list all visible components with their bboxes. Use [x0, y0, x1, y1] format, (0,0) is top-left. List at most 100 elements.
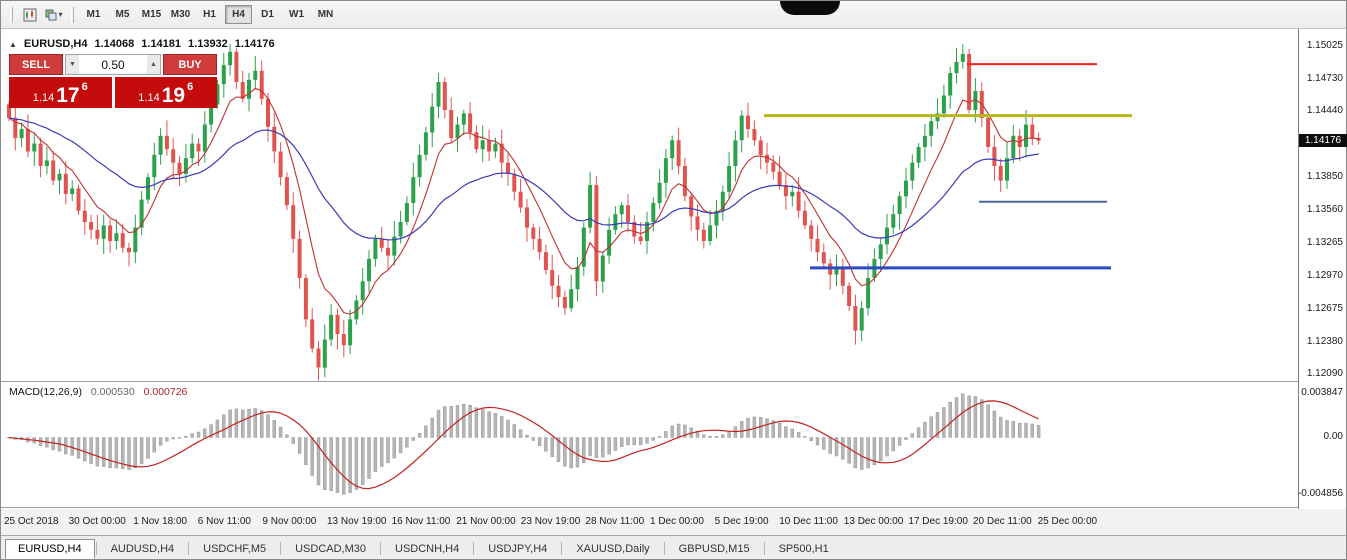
- ma-slow-line: [8, 117, 1039, 241]
- macd-histogram: [7, 393, 1041, 495]
- price-axis-label: 1.12675: [1306, 302, 1343, 314]
- toolbar: ▾ M1 M5 M15 M30 H1 H4 D1 W1 MN: [1, 1, 1346, 29]
- price-axis-label: 1.13265: [1306, 236, 1343, 248]
- macd-axis-label: -0.004856: [1297, 487, 1343, 499]
- time-axis-label: 13 Nov 19:00: [327, 516, 387, 527]
- time-axis-label: 30 Oct 00:00: [68, 516, 126, 527]
- chart-tab-audusd-h4[interactable]: AUDUSD,H4: [110, 543, 175, 555]
- time-axis-label: 28 Nov 11:00: [585, 516, 645, 527]
- tab-divider: [380, 542, 382, 555]
- time-axis-label: 5 Dec 19:00: [714, 516, 769, 527]
- buy-button[interactable]: BUY: [163, 54, 217, 75]
- macd-signal-value: 0.000726: [143, 386, 188, 398]
- symbol-label: EURUSD,H4: [23, 38, 88, 50]
- chart-tab-usdcad-m30[interactable]: USDCAD,M30: [295, 543, 367, 555]
- bid-price-prefix: 1.14: [32, 92, 55, 104]
- timeframe-button-m15[interactable]: M15: [138, 5, 165, 24]
- time-axis-label: 6 Nov 11:00: [197, 516, 251, 527]
- price-axis-label: 1.14730: [1306, 72, 1343, 84]
- candles-group: [7, 43, 1041, 381]
- ask-price-prefix: 1.14: [138, 92, 160, 104]
- volume-stepper: ▼ ▲: [65, 54, 161, 75]
- price-macd-divider[interactable]: [1, 381, 1346, 382]
- timeframe-button-m30[interactable]: M30: [167, 5, 194, 24]
- volume-input[interactable]: [79, 55, 147, 74]
- one-click-trading-panel: SELL ▼ ▲ BUY 1.14 17 6 1.14: [9, 54, 217, 108]
- chart-tab-usdjpy-h4[interactable]: USDJPY,H4: [488, 543, 548, 555]
- current-price-tag: 1.14176: [1299, 133, 1347, 147]
- ma-fast-line: [8, 87, 1039, 315]
- chevron-down-icon: ▾: [58, 10, 63, 19]
- ohlc-low: 1.13932: [188, 38, 228, 50]
- timeframe-button-h4[interactable]: H4: [225, 5, 252, 24]
- macd-name: MACD(12,26,9): [9, 386, 82, 398]
- one-click-collapse-icon[interactable]: ▲: [9, 39, 17, 49]
- price-chart-canvas[interactable]: [1, 35, 1298, 381]
- chart-tab-bar: EURUSD,H4 AUDUSD,H4 USDCHF,M5 USDCAD,M30 USD…: [1, 535, 1346, 559]
- chart-tab-usdchf-m5[interactable]: USDCHF,M5: [203, 543, 267, 555]
- macd-indicator-label: MACD(12,26,9) 0.000530 0.000726: [9, 386, 187, 398]
- price-axis-label: 1.13850: [1306, 171, 1343, 183]
- tab-divider: [95, 542, 97, 555]
- price-axis-column[interactable]: 1.150251.147301.144401.141451.138501.135…: [1297, 29, 1347, 509]
- bid-price-display[interactable]: 1.14 17 6: [9, 77, 112, 108]
- candlestick-glyph: [23, 8, 37, 21]
- timeframe-button-m5[interactable]: M5: [109, 5, 136, 24]
- toolbar-grip[interactable]: [71, 6, 74, 23]
- time-axis-label: 23 Nov 19:00: [520, 516, 581, 527]
- macd-axis-label: 0.003847: [1301, 386, 1343, 398]
- volume-decrease-icon[interactable]: ▼: [66, 55, 79, 74]
- price-axis-label: 1.14440: [1306, 105, 1343, 117]
- bid-price-sup: 6: [81, 81, 88, 93]
- time-axis[interactable]: 25 Oct 2018 30 Oct 00:00 1 Nov 18:00 6 Nov …: [1, 509, 1346, 535]
- time-axis-label: 25 Dec 00:00: [1037, 516, 1098, 527]
- ask-price-sup: 6: [187, 81, 194, 93]
- time-axis-label: 10 Dec 11:00: [779, 516, 838, 527]
- macd-chart-canvas[interactable]: [1, 383, 1298, 507]
- time-axis-label: 9 Nov 00:00: [262, 516, 317, 527]
- time-axis-label: 25 Oct 2018: [4, 516, 59, 527]
- macd-signal-line: [8, 400, 1039, 490]
- chart-templates-dropdown[interactable]: ▾: [42, 5, 66, 25]
- macd-axis-label: 0.00: [1323, 431, 1343, 443]
- bid-price-big: 17: [56, 84, 80, 107]
- timeframe-button-mn[interactable]: MN: [312, 5, 339, 24]
- toolbar-grip[interactable]: [10, 6, 13, 23]
- macd-panel[interactable]: MACD(12,26,9) 0.000530 0.000726: [1, 383, 1298, 507]
- tab-divider: [473, 542, 475, 555]
- ask-price-big: 19: [161, 84, 186, 107]
- time-axis-label: 13 Dec 00:00: [843, 516, 904, 527]
- chart-tab-xauusd-daily[interactable]: XAUUSD,Daily: [576, 543, 650, 555]
- symbol-ohlc-line: ▲ EURUSD,H4 1.14068 1.14181 1.13932 1.14…: [9, 38, 275, 50]
- price-panel[interactable]: ▲ EURUSD,H4 1.14068 1.14181 1.13932 1.14…: [1, 35, 1298, 381]
- time-axis-label: 20 Dec 11:00: [973, 516, 1032, 527]
- ohlc-close: 1.14176: [234, 38, 275, 50]
- tab-divider: [188, 542, 190, 555]
- chart-area: ▲ EURUSD,H4 1.14068 1.14181 1.13932 1.14…: [1, 29, 1347, 535]
- ask-price-display[interactable]: 1.14 19 6: [114, 77, 217, 108]
- chart-tab-eurusd-h4[interactable]: EURUSD,H4: [5, 539, 95, 559]
- templates-glyph: [45, 9, 57, 20]
- price-axis-label: 1.12090: [1306, 368, 1343, 380]
- chart-tab-sp500-h1[interactable]: SP500,H1: [778, 543, 829, 555]
- timeframe-button-m1[interactable]: M1: [80, 5, 107, 24]
- chart-tab-usdcnh-h4[interactable]: USDCNH,H4: [395, 543, 460, 555]
- timeframe-toolbar: M1 M5 M15 M30 H1 H4 D1 W1 MN: [79, 5, 340, 24]
- macd-timeaxis-divider: [1, 507, 1346, 508]
- tab-divider: [663, 542, 665, 555]
- timeframe-button-d1[interactable]: D1: [254, 5, 281, 24]
- time-axis-label: 1 Nov 18:00: [133, 516, 188, 527]
- timeframe-button-h1[interactable]: H1: [196, 5, 223, 24]
- price-axis-label: 1.13560: [1306, 203, 1343, 215]
- time-axis-label: 21 Nov 00:00: [456, 516, 516, 527]
- chart-tab-gbpusd-m15[interactable]: GBPUSD,M15: [678, 543, 750, 555]
- sell-button[interactable]: SELL: [9, 54, 63, 75]
- volume-increase-icon[interactable]: ▲: [147, 55, 160, 74]
- chart-window-icon[interactable]: [18, 5, 42, 25]
- timeframe-button-w1[interactable]: W1: [283, 5, 310, 24]
- price-axis-label: 1.12380: [1306, 335, 1343, 347]
- ohlc-open: 1.14068: [94, 38, 135, 50]
- ohlc-high: 1.14181: [141, 38, 182, 50]
- tab-divider: [280, 542, 282, 555]
